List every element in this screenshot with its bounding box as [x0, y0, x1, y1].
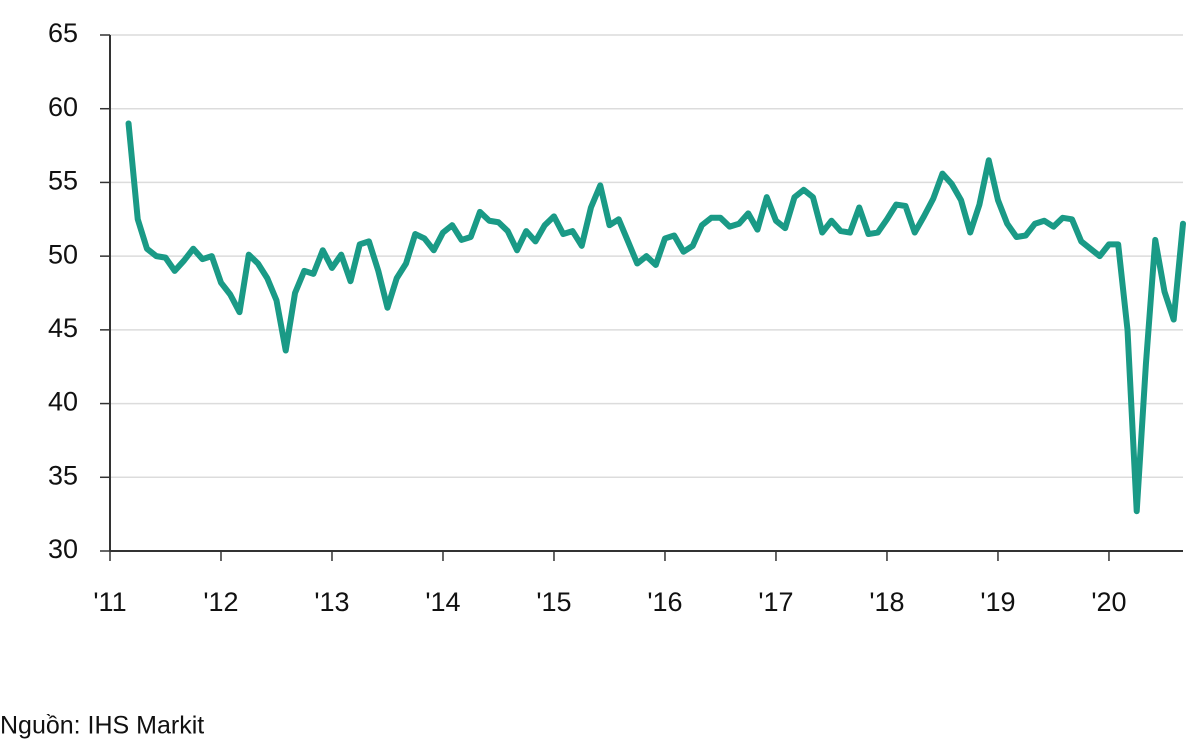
y-tick-label: 40: [48, 387, 78, 417]
x-tick-label: '13: [314, 587, 349, 617]
x-tick-label: '15: [536, 587, 571, 617]
x-tick-label: '17: [758, 587, 793, 617]
x-tick-label: '11: [93, 587, 126, 617]
data-line: [125, 120, 1186, 515]
x-tick-label: '16: [647, 587, 682, 617]
y-tick-label: 60: [48, 92, 78, 122]
x-tick-label: '18: [869, 587, 904, 617]
x-tick-label: '12: [203, 587, 238, 617]
x-tick-label: '14: [425, 587, 460, 617]
y-tick-label: 50: [48, 239, 78, 269]
x-tick-label: '20: [1091, 587, 1126, 617]
x-tick-label: '19: [980, 587, 1015, 617]
y-tick-label: 35: [48, 460, 78, 490]
source-note: Nguồn: IHS Markit: [0, 712, 204, 740]
y-tick-label: 65: [48, 18, 78, 48]
y-tick-label: 45: [48, 313, 78, 343]
y-tick-label: 55: [48, 166, 78, 196]
y-tick-label: 30: [48, 534, 78, 564]
